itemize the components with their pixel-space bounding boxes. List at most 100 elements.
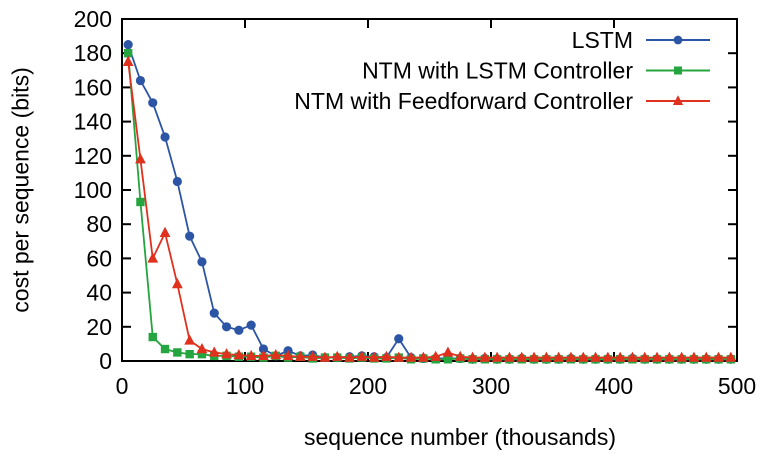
marker-circle: [172, 176, 182, 187]
y-tick-label: 140: [74, 109, 112, 135]
y-tick-label: 200: [74, 6, 112, 32]
marker-triangle: [405, 351, 417, 362]
y-tick-label: 40: [86, 280, 112, 306]
marker-triangle: [491, 351, 503, 362]
marker-triangle: [663, 351, 675, 362]
marker-triangle: [454, 350, 466, 361]
marker-triangle: [147, 252, 159, 263]
marker-circle: [221, 322, 232, 332]
marker-circle: [258, 344, 269, 354]
x-tick-label: 100: [226, 373, 264, 399]
marker-square: [136, 197, 145, 207]
marker-triangle: [135, 153, 146, 164]
legend-entry-ntm-with-feedforward-controller: NTM with Feedforward Controller: [294, 88, 710, 114]
marker-circle: [123, 40, 133, 50]
marker-triangle: [393, 351, 405, 362]
legend-label: LSTM: [572, 27, 633, 53]
marker-square: [160, 344, 170, 354]
marker-triangle: [430, 350, 442, 361]
marker-circle: [135, 75, 146, 86]
marker-triangle: [672, 95, 684, 105]
marker-triangle: [479, 351, 491, 362]
marker-circle: [148, 98, 158, 108]
x-axis-title: sequence number (thousands): [304, 424, 616, 450]
y-tick-label: 80: [86, 211, 112, 237]
y-tick-label: 180: [74, 40, 112, 66]
legend-label: NTM with LSTM Controller: [362, 58, 633, 84]
marker-square: [443, 355, 453, 364]
marker-triangle: [651, 351, 663, 362]
marker-triangle: [504, 351, 515, 362]
marker-square: [674, 66, 682, 75]
marker-circle: [394, 334, 404, 344]
marker-triangle: [307, 350, 319, 361]
marker-circle: [160, 132, 170, 142]
x-tick-label: 200: [349, 373, 387, 399]
x-tick-label: 0: [116, 373, 129, 399]
marker-triangle: [270, 349, 282, 360]
marker-circle: [673, 35, 683, 45]
plot-border: [121, 18, 738, 362]
marker-square: [173, 348, 182, 357]
x-tick-label: 300: [472, 373, 510, 399]
marker-triangle: [713, 351, 724, 362]
marker-circle: [246, 320, 256, 330]
y-tick-label: 20: [86, 314, 112, 340]
legend-entry-ntm-with-lstm-controller: NTM with LSTM Controller: [362, 58, 710, 84]
marker-triangle: [700, 351, 712, 362]
marker-triangle: [356, 350, 368, 361]
marker-triangle: [577, 351, 589, 362]
marker-circle: [234, 325, 244, 335]
marker-triangle: [258, 349, 269, 361]
legend-label: NTM with Feedforward Controller: [294, 88, 633, 114]
marker-triangle: [122, 55, 134, 66]
marker-triangle: [528, 351, 540, 362]
y-tick-label: 0: [99, 348, 112, 374]
marker-square: [197, 349, 207, 359]
marker-triangle: [553, 351, 565, 362]
marker-circle: [197, 257, 207, 267]
axis-ticks: 0 100 200 300 400 500 0 20 40 60 80 100 120 140 160 180…: [74, 6, 757, 399]
y-tick-label: 100: [74, 177, 112, 203]
marker-triangle: [688, 351, 700, 362]
marker-triangle: [233, 349, 245, 360]
legend: LSTM NTM with LSTM Controller NTM with Fee…: [294, 27, 710, 114]
marker-triangle: [417, 351, 429, 362]
marker-triangle: [171, 278, 183, 289]
marker-triangle: [602, 351, 614, 362]
marker-triangle: [590, 351, 601, 362]
marker-triangle: [565, 351, 577, 362]
marker-triangle: [381, 350, 392, 361]
marker-triangle: [159, 226, 171, 237]
series-ntm-with-feedforward-controller: [122, 55, 737, 362]
marker-triangle: [294, 350, 306, 361]
marker-triangle: [184, 334, 196, 345]
marker-triangle: [516, 351, 528, 362]
marker-square: [148, 332, 157, 342]
legend-entry-lstm: LSTM: [572, 27, 710, 53]
marker-triangle: [540, 351, 552, 362]
marker-triangle: [221, 348, 232, 359]
marker-triangle: [467, 351, 478, 362]
y-tick-label: 60: [86, 245, 112, 271]
marker-triangle: [282, 349, 294, 361]
marker-triangle: [614, 351, 626, 362]
marker-triangle: [676, 351, 688, 362]
marker-triangle: [725, 351, 737, 362]
y-tick-label: 120: [74, 143, 112, 169]
marker-triangle: [196, 343, 208, 354]
marker-triangle: [245, 349, 257, 361]
marker-square: [123, 49, 133, 58]
marker-triangle: [639, 351, 651, 362]
y-axis-title: cost per sequence (bits): [7, 67, 34, 313]
marker-triangle: [331, 350, 343, 361]
marker-circle: [209, 308, 219, 318]
marker-triangle: [442, 346, 454, 357]
marker-square: [185, 349, 194, 359]
marker-triangle: [368, 351, 380, 362]
x-tick-label: 500: [718, 373, 756, 399]
marker-circle: [185, 231, 195, 241]
marker-triangle: [208, 346, 220, 357]
